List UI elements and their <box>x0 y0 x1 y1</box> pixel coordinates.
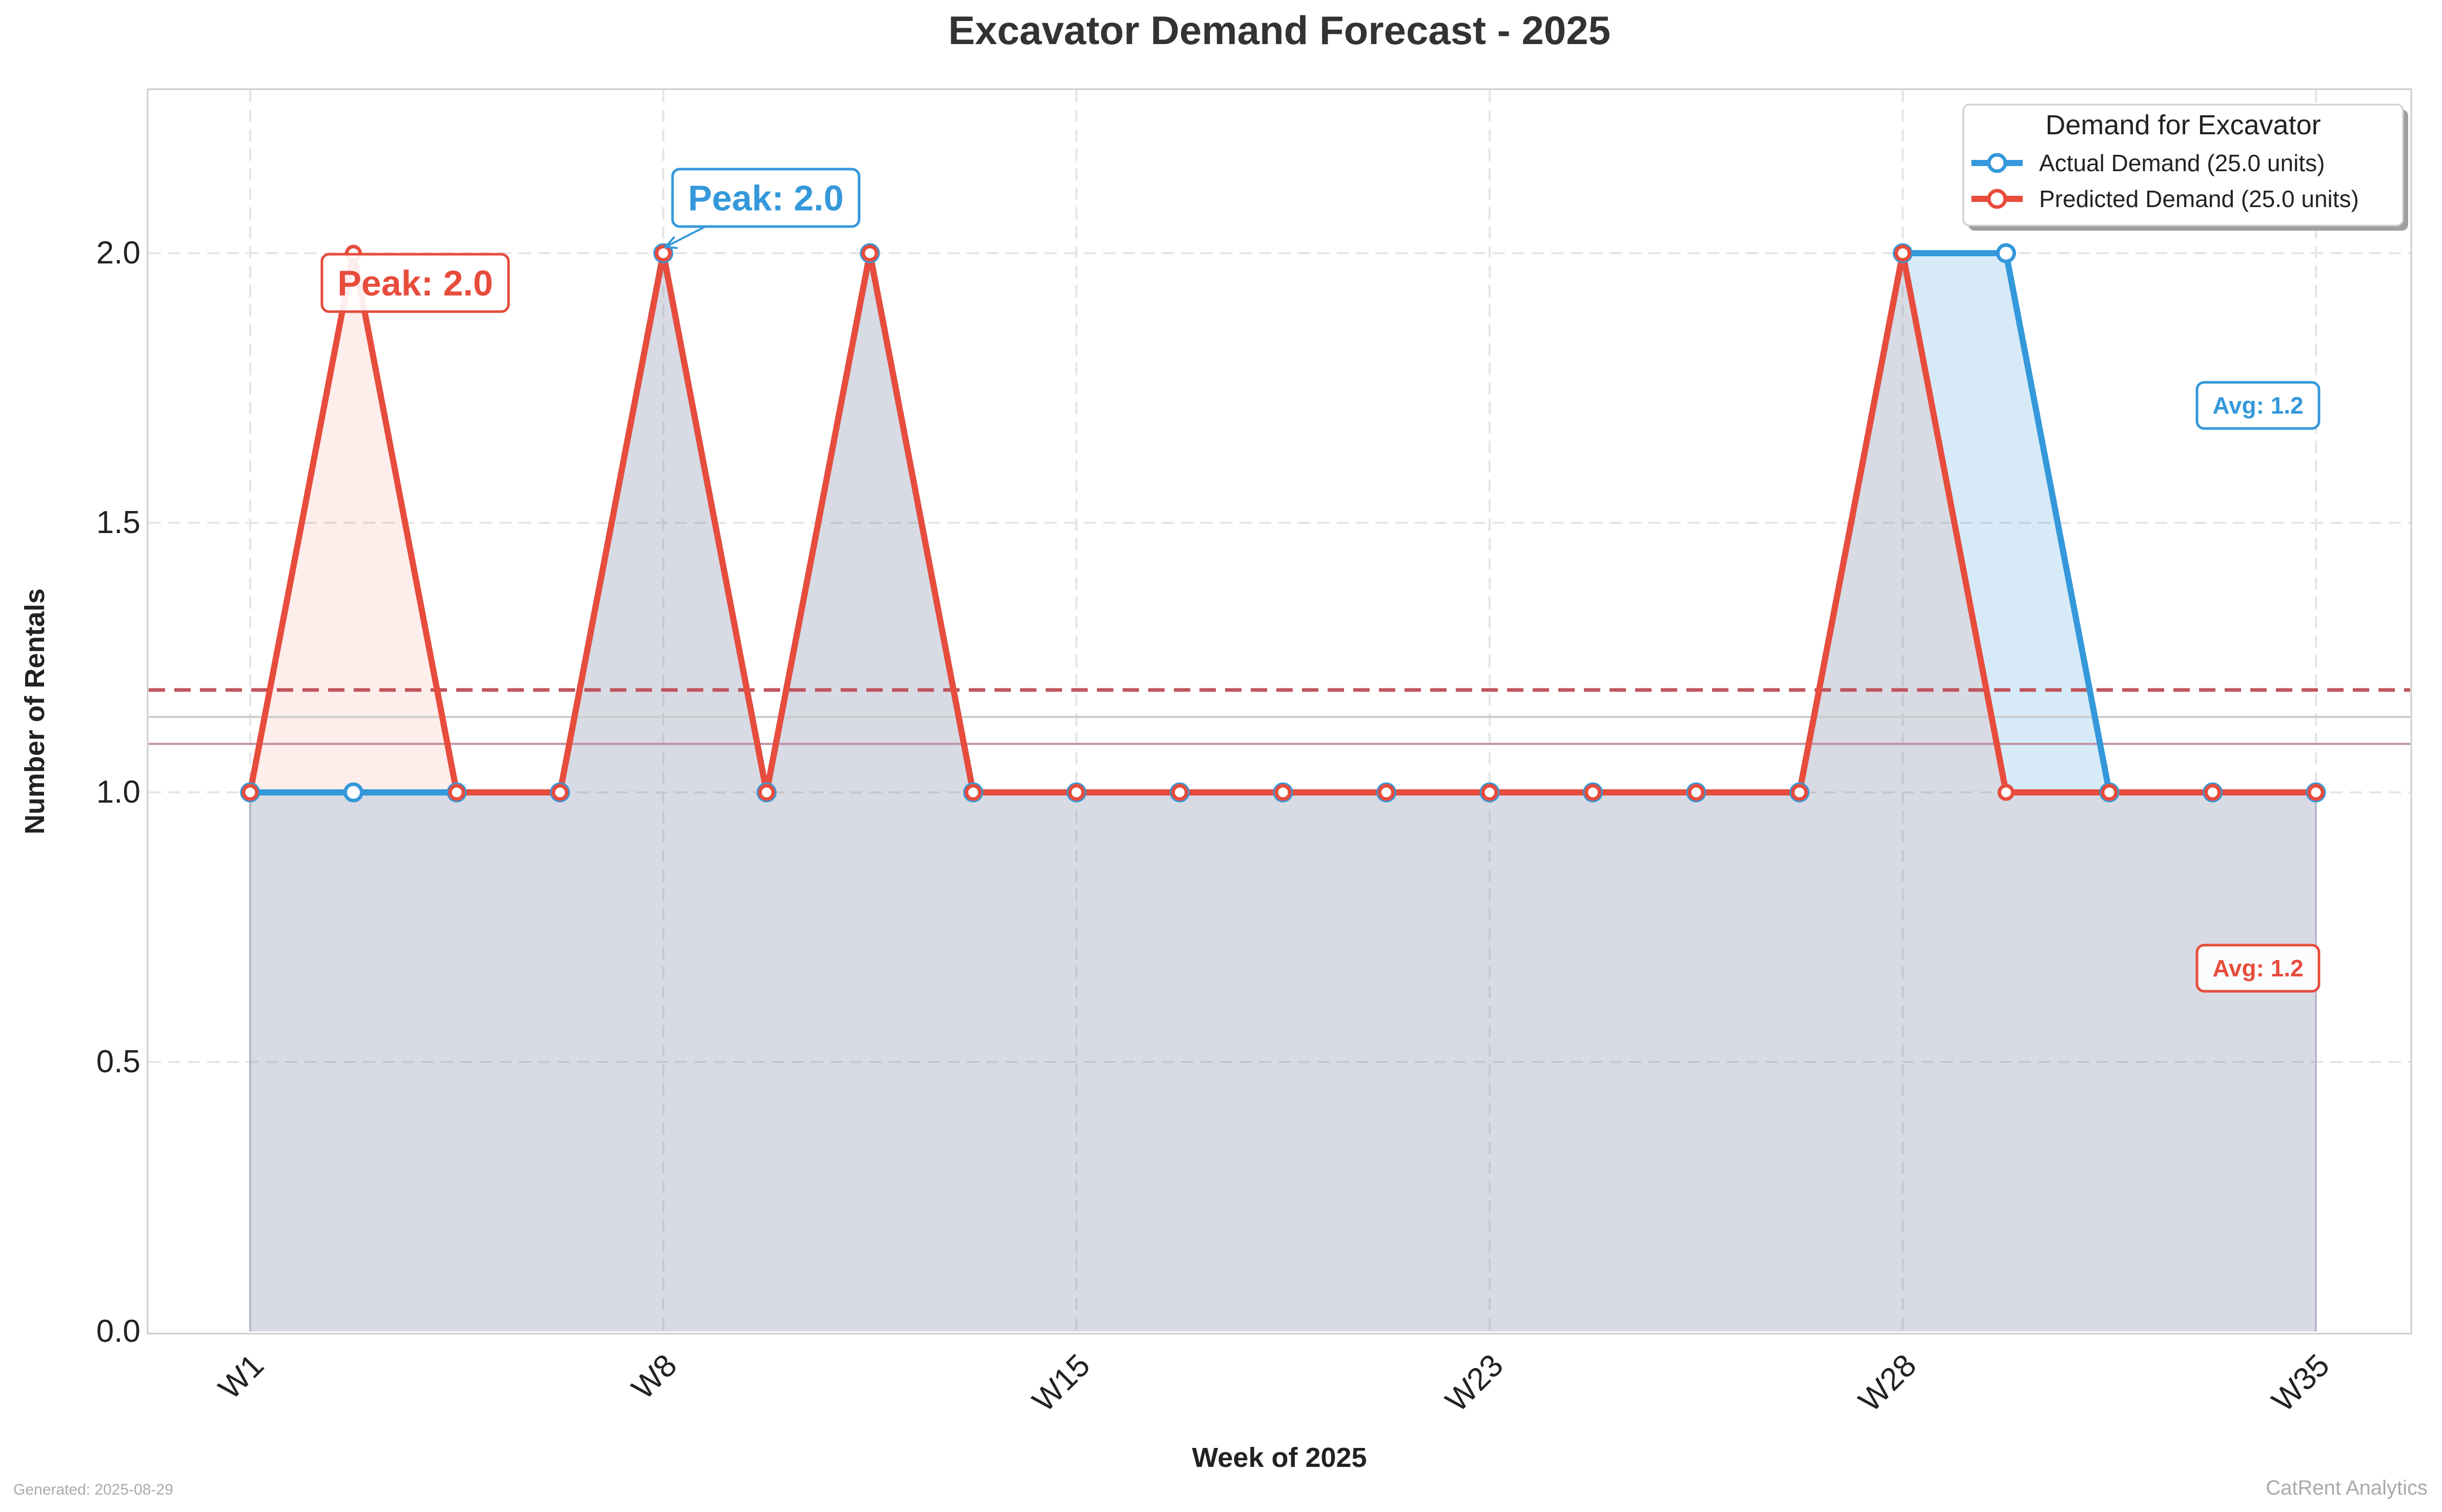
legend-title: Demand for Excavator <box>2045 110 2321 140</box>
x-tick-label: W28 <box>1852 1347 1923 1419</box>
data-point <box>1894 244 1911 262</box>
predicted-peak-label-box <box>320 253 510 313</box>
brand-watermark: CatRent Analytics <box>2266 1477 2428 1499</box>
actual-peak-label: Peak: 2.0 <box>688 178 844 218</box>
legend-entries: Actual Demand (25.0 units) Predicted Dema… <box>1971 150 2359 212</box>
data-point <box>1171 784 1188 801</box>
annotations: Peak: 2.0 Peak: 2.0 Avg: 1.2 Avg: 1.2 <box>320 168 2321 993</box>
actual-average-label-box <box>2195 381 2321 430</box>
legend-marker <box>1987 153 2007 173</box>
series-markers <box>240 243 2326 803</box>
data-point <box>1791 784 1808 801</box>
actual-average-label: Avg: 1.2 <box>2212 392 2303 419</box>
data-point <box>552 784 568 801</box>
data-point <box>2307 784 2325 801</box>
predicted-average-label: Avg: 1.2 <box>2212 955 2303 982</box>
actual-peak-arrowhead <box>663 236 678 249</box>
actual-peak-label-box <box>671 168 861 228</box>
y-tick-label: 2.0 <box>96 235 140 271</box>
data-point <box>1998 784 2014 801</box>
x-tick-label: W23 <box>1439 1347 1510 1419</box>
reference-lines <box>149 688 2410 745</box>
legend-label: Actual Demand (25.0 units) <box>2039 150 2325 176</box>
x-tick-label: W8 <box>625 1347 684 1406</box>
plot-area <box>147 88 2412 1335</box>
chart-title: Excavator Demand Forecast - 2025 <box>948 8 1611 53</box>
data-point <box>1378 784 1395 801</box>
y-axis-label: Number of Rentals <box>19 588 50 834</box>
data-point <box>1068 784 1085 801</box>
data-point <box>448 784 465 801</box>
data-point <box>2101 784 2118 801</box>
data-point <box>1687 784 1705 801</box>
data-point <box>2204 784 2221 801</box>
legend: Demand for Excavator Actual Demand (25.0… <box>1962 104 2408 231</box>
data-point <box>758 784 775 801</box>
data-point <box>1584 784 1601 801</box>
data-point <box>861 244 879 262</box>
actual-peak-arrow <box>665 226 706 248</box>
y-tick-label: 0.5 <box>96 1044 140 1079</box>
data-point <box>241 784 259 801</box>
x-axis-label: Week of 2025 <box>1192 1442 1367 1473</box>
y-tick-label: 1.5 <box>96 505 140 540</box>
predicted-peak-label: Peak: 2.0 <box>337 263 493 303</box>
y-axis-ticks: 0.0 0.5 1.0 1.5 2.0 <box>96 235 140 1349</box>
data-point <box>1481 784 1498 801</box>
legend-box <box>1962 104 2404 227</box>
data-point <box>1274 784 1292 801</box>
y-tick-label: 0.0 <box>96 1314 140 1349</box>
data-point <box>965 784 982 801</box>
x-axis-ticks: W1 W8 W15 W23 W28 W35 <box>212 1347 2336 1419</box>
data-point <box>655 244 672 262</box>
x-tick-label: W1 <box>212 1347 271 1406</box>
data-point <box>343 782 363 803</box>
data-point <box>1996 243 2016 263</box>
legend-marker <box>1987 189 2007 209</box>
x-tick-label: W35 <box>2265 1347 2336 1419</box>
y-tick-label: 1.0 <box>96 774 140 810</box>
generated-date: Generated: 2025-08-29 <box>13 1481 173 1498</box>
x-tick-label: W15 <box>1026 1347 1097 1419</box>
predicted-average-label-box <box>2195 944 2321 993</box>
legend-label: Predicted Demand (25.0 units) <box>2039 186 2359 212</box>
